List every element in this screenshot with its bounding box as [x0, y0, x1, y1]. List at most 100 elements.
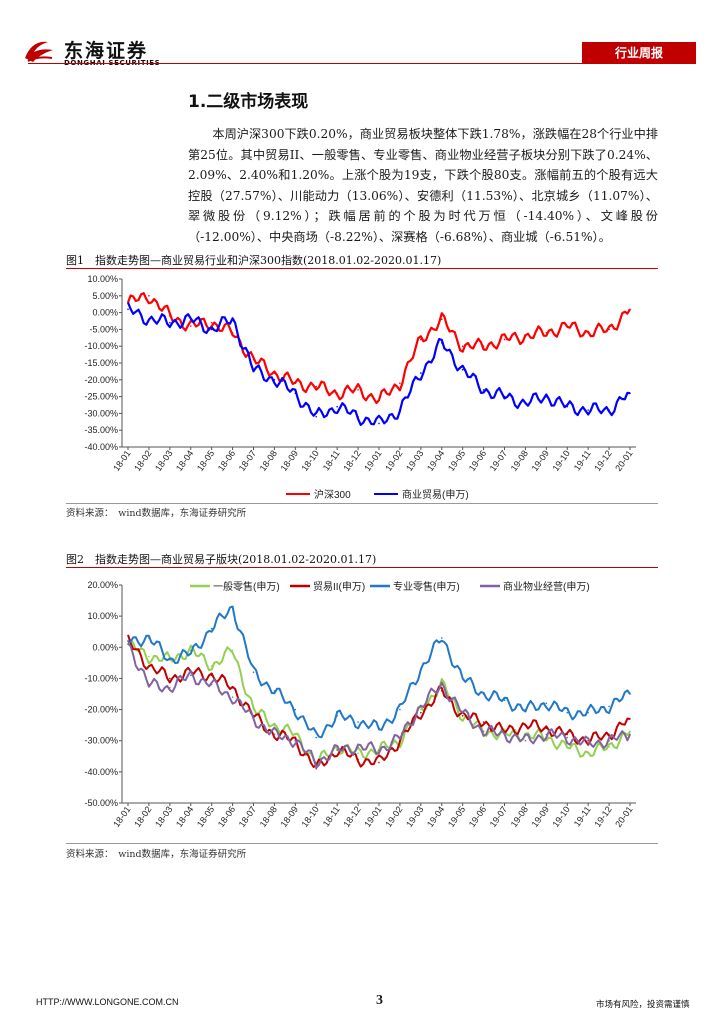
data-point: [189, 674, 192, 677]
x-tick-label: 19-08: [509, 448, 530, 473]
data-point: [608, 733, 610, 736]
x-tick-label: 19-01: [362, 448, 383, 473]
data-point: [294, 392, 297, 395]
x-tick-label: 19-12: [592, 448, 613, 473]
data-point: [148, 655, 150, 658]
data-point: [399, 382, 401, 384]
data-point: [524, 739, 527, 742]
data-point: [210, 683, 213, 686]
data-point: [231, 696, 234, 698]
data-point: [315, 736, 318, 739]
data-point: [252, 358, 255, 361]
data-point: [378, 727, 380, 730]
data-point: [608, 409, 610, 411]
data-point: [440, 318, 443, 321]
section-title: 1.二级市场表现: [188, 92, 309, 112]
data-point: [231, 331, 234, 334]
y-tick-label: -20.00%: [84, 375, 118, 385]
data-point: [294, 382, 297, 384]
x-tick-label: 19-10: [550, 804, 571, 829]
data-point: [169, 686, 171, 689]
data-point: [440, 342, 443, 344]
series-line: [126, 302, 631, 426]
data-point: [169, 321, 171, 324]
data-point: [420, 338, 422, 341]
company-logo-icon: [25, 41, 53, 62]
data-point: [273, 733, 276, 736]
data-point: [273, 690, 276, 692]
x-tick-label: 18-11: [321, 448, 342, 472]
header-divider: [28, 63, 592, 64]
y-tick-label: -30.00%: [84, 408, 118, 418]
x-tick-label: 18-10: [299, 448, 320, 473]
data-point: [566, 325, 569, 327]
data-point: [566, 405, 569, 408]
x-tick-label: 19-03: [404, 804, 425, 829]
x-tick-label: 18-10: [299, 804, 320, 829]
data-point: [252, 708, 255, 711]
data-point: [148, 318, 150, 321]
data-point: [210, 674, 213, 677]
data-point: [294, 739, 297, 742]
x-tick-label: 19-04: [425, 804, 446, 829]
data-point: [420, 708, 422, 711]
figure1-chart: 10.00% 5.00% 0.00% -5.00% -10.00% -15.00% -20.…: [84, 274, 636, 501]
x-tick-label: 18-01: [111, 448, 132, 473]
data-point: [461, 715, 464, 717]
data-point: [482, 693, 485, 695]
x-tick-label: 19-08: [509, 804, 530, 829]
x-tick-label: 20-01: [613, 448, 634, 473]
y-tick-label: 10.00%: [87, 274, 118, 284]
data-point: [503, 730, 506, 733]
data-point: [378, 749, 380, 751]
x-tick-label: 18-08: [258, 448, 279, 473]
x-tick-label: 19-01: [362, 804, 383, 829]
data-point: [461, 711, 464, 714]
legend-label: 专业零售(申万): [393, 580, 460, 593]
data-point: [566, 733, 569, 736]
data-point: [608, 705, 610, 708]
data-point: [378, 761, 380, 764]
data-point: [336, 392, 338, 395]
data-point: [420, 668, 422, 670]
legend-label: 商业物业经营(申万): [503, 580, 590, 593]
data-point: [566, 711, 569, 714]
section-paragraph: 本周沪深300下跌0.20%，商业贸易板块整体下跌1.78%，涨跌幅在28个行业…: [188, 127, 658, 244]
x-tick-label: 18-03: [153, 804, 174, 829]
x-tick-label: 19-10: [550, 448, 571, 473]
risk-notice: 市场有风险，投资需谨慎: [596, 1000, 690, 1010]
data-point: [440, 690, 443, 692]
x-tick-label: 18-01: [111, 804, 132, 829]
x-tick-label: 18-02: [132, 804, 153, 829]
page-number: 3: [376, 993, 383, 1008]
data-point: [252, 368, 255, 371]
data-point: [231, 606, 234, 608]
data-point: [210, 321, 213, 324]
x-tick-label: 19-04: [425, 448, 446, 473]
data-point: [189, 652, 192, 655]
x-tick-label: 19-03: [404, 448, 425, 473]
data-point: [629, 733, 631, 736]
data-point: [482, 721, 485, 723]
data-point: [357, 389, 359, 391]
x-tick-label: 19-07: [488, 448, 509, 473]
data-point: [545, 733, 548, 736]
data-point: [608, 328, 610, 331]
y-tick-label: -50.00%: [84, 798, 118, 808]
data-point: [357, 752, 359, 754]
x-tick-label: 18-04: [174, 448, 195, 473]
data-point: [545, 702, 548, 705]
x-tick-label: 18-06: [216, 804, 237, 829]
series-line: [127, 634, 631, 768]
x-tick-label: 18-09: [279, 804, 300, 829]
data-point: [629, 392, 631, 395]
x-tick-label: 18-05: [195, 804, 216, 829]
x-tick-label: 18-09: [279, 448, 300, 473]
data-point: [524, 708, 527, 711]
data-point: [294, 708, 297, 711]
data-point: [524, 335, 527, 337]
data-point: [357, 746, 359, 748]
data-point: [169, 677, 171, 680]
data-point: [461, 677, 464, 680]
x-tick-label: 18-08: [258, 804, 279, 829]
